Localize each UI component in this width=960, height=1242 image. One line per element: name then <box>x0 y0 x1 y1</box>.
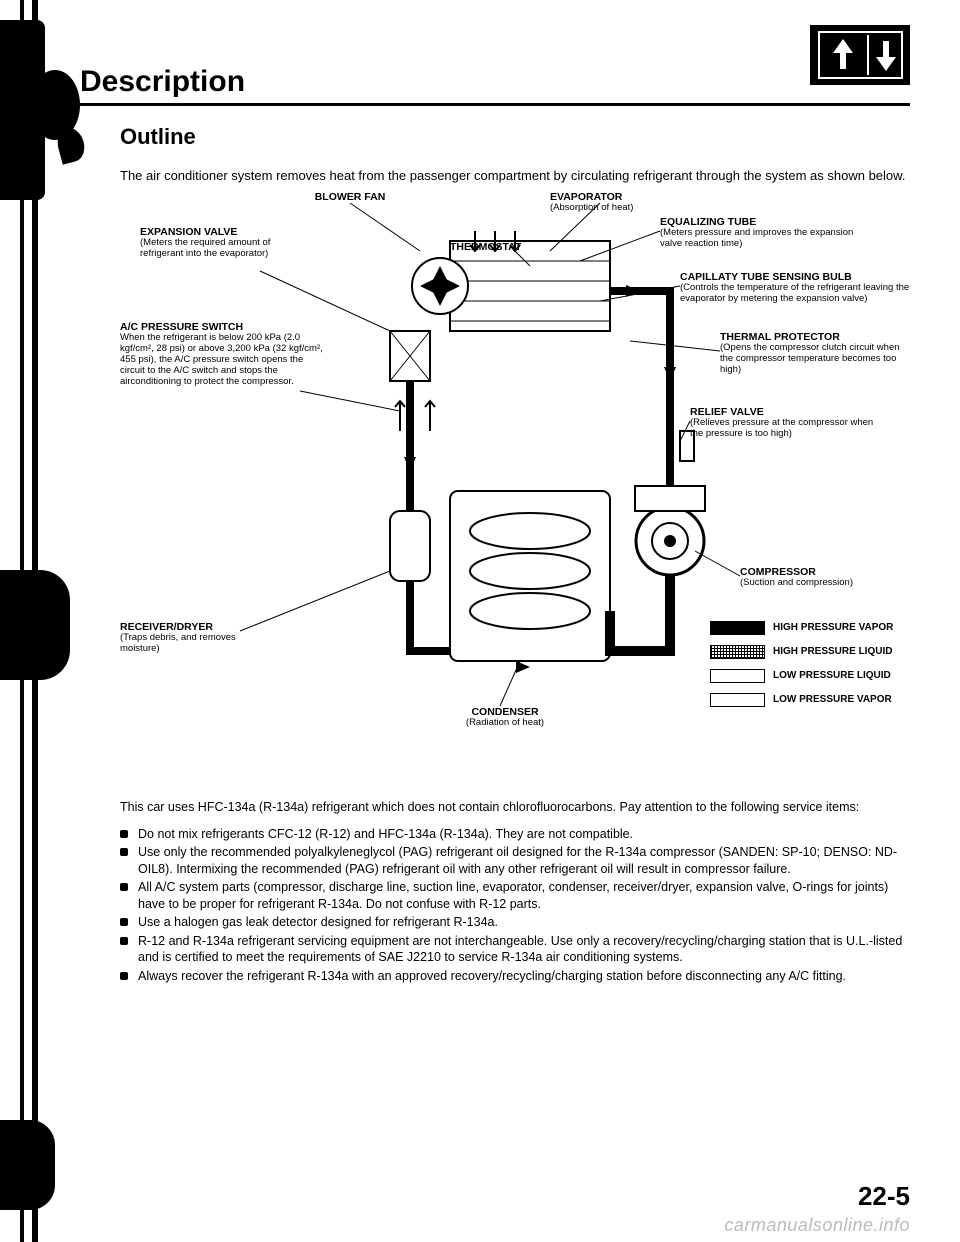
page-number: 22-5 <box>858 1181 910 1212</box>
legend-label: HIGH PRESSURE VAPOR <box>773 622 893 633</box>
legend-label: HIGH PRESSURE LIQUID <box>773 646 892 657</box>
label-condenser-desc: (Radiation of heat) <box>430 718 580 729</box>
list-item: All A/C system parts (compressor, discha… <box>120 879 910 912</box>
label-receiver-dryer-desc: (Traps debris, and removes moisture) <box>120 633 270 655</box>
swatch-hatched <box>710 645 765 659</box>
legend-item: HIGH PRESSURE LIQUID <box>710 645 910 659</box>
list-item: Always recover the refrigerant R-134a wi… <box>120 968 910 985</box>
legend-item: LOW PRESSURE LIQUID <box>710 669 910 683</box>
legend: HIGH PRESSURE VAPOR HIGH PRESSURE LIQUID… <box>710 621 910 717</box>
binder-tab <box>0 20 45 200</box>
page-title: Description <box>80 65 910 99</box>
label-thermal-protector-desc: (Opens the compressor clutch circuit whe… <box>720 343 910 376</box>
service-items-list: Do not mix refrigerants CFC-12 (R-12) an… <box>120 826 910 985</box>
intro-paragraph: The air conditioner system removes heat … <box>120 168 910 185</box>
binder-tab <box>0 1120 55 1210</box>
label-blower-fan: BLOWER FAN <box>300 191 400 203</box>
legend-label: LOW PRESSURE LIQUID <box>773 670 891 681</box>
label-compressor-desc: (Suction and compression) <box>740 578 910 589</box>
legend-item: LOW PRESSURE VAPOR <box>710 693 910 707</box>
section-heading: Outline <box>120 124 910 150</box>
list-item: Do not mix refrigerants CFC-12 (R-12) an… <box>120 826 910 843</box>
legend-item: HIGH PRESSURE VAPOR <box>710 621 910 635</box>
label-evaporator-desc: (Absorption of heat) <box>550 203 730 214</box>
divider <box>80 103 910 106</box>
label-expansion-valve-desc: (Meters the required amount of refrigera… <box>140 238 290 260</box>
watermark: carmanualsonline.info <box>724 1215 910 1236</box>
refrigerant-diagram: BLOWER FAN EVAPORATOR (Absorption of hea… <box>120 191 910 771</box>
label-equalizing-tube-desc: (Meters pressure and improves the expans… <box>660 228 860 250</box>
refrigerant-paragraph: This car uses HFC-134a (R-134a) refriger… <box>120 799 910 816</box>
list-item: Use only the recommended polyalkylenegly… <box>120 844 910 877</box>
label-ac-pressure-switch-desc: When the refrigerant is below 200 kPa (2… <box>120 333 325 388</box>
schematic-drawing <box>330 231 710 701</box>
label-relief-valve-desc: (Relieves pressure at the compressor whe… <box>690 418 880 440</box>
label-capillary-tube-desc: (Controls the temperature of the refrige… <box>680 283 910 305</box>
header-icon <box>810 25 910 85</box>
swatch-solid <box>710 621 765 635</box>
binder-tab <box>0 570 70 680</box>
list-item: R-12 and R-134a refrigerant servicing eq… <box>120 933 910 966</box>
legend-label: LOW PRESSURE VAPOR <box>773 694 892 705</box>
list-item: Use a halogen gas leak detector designed… <box>120 914 910 931</box>
swatch-outline <box>710 693 765 707</box>
swatch-outline <box>710 669 765 683</box>
label-thermostat: THERMOSTAT <box>450 241 540 253</box>
